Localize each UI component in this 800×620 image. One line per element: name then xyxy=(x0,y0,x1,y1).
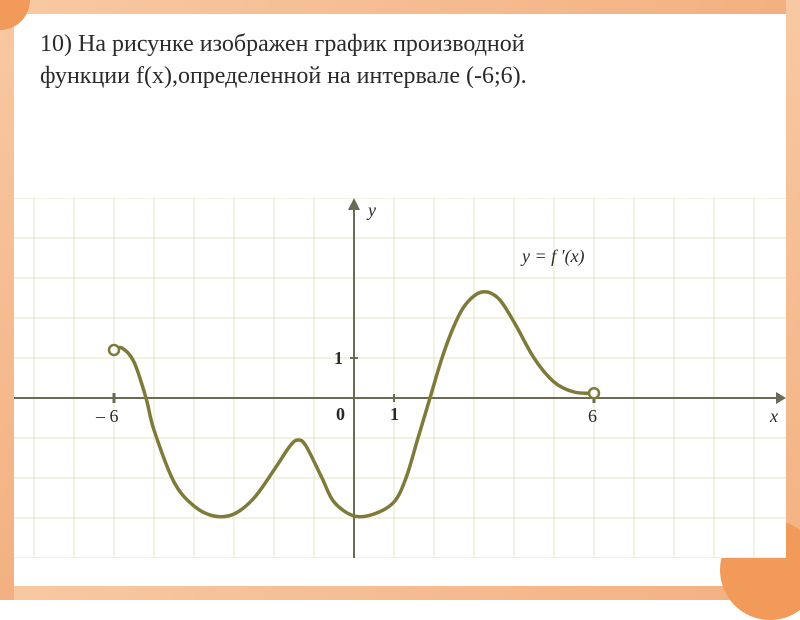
svg-text:1: 1 xyxy=(390,404,399,424)
corner-top-left xyxy=(0,0,30,30)
svg-text:6: 6 xyxy=(588,406,597,426)
svg-text:1: 1 xyxy=(334,348,343,368)
svg-text:– 6: – 6 xyxy=(95,406,119,426)
svg-text:x: x xyxy=(769,406,778,426)
frame-bottom xyxy=(0,586,800,600)
problem-text-block: 10) На рисунке изображен график производ… xyxy=(40,28,760,93)
problem-line-1: 10) На рисунке изображен график производ… xyxy=(40,28,760,60)
frame-right xyxy=(786,0,800,600)
frame-left xyxy=(0,0,14,600)
frame-top xyxy=(0,0,800,14)
derivative-chart: y x 0 1 1 – 6 6 y = f ′(x) xyxy=(14,198,786,558)
svg-text:y = f ′(x): y = f ′(x) xyxy=(520,246,585,267)
problem-line-2: функции f(x),определенной на интервале (… xyxy=(40,60,760,92)
svg-text:0: 0 xyxy=(336,404,345,424)
chart-container: y x 0 1 1 – 6 6 y = f ′(x) xyxy=(14,198,786,558)
svg-text:y: y xyxy=(366,200,376,220)
